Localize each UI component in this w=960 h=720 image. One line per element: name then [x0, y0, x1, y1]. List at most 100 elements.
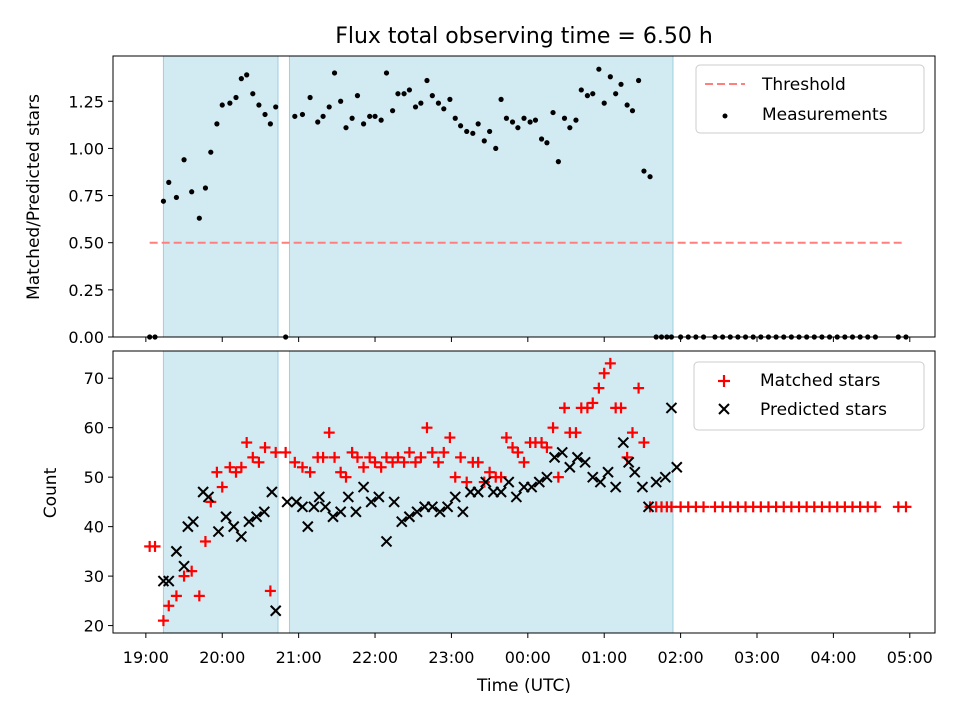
measurement-point	[256, 102, 262, 108]
chart-title: Flux total observing time = 6.50 h	[335, 24, 713, 49]
predicted-star-marker	[587, 471, 599, 483]
measurement-point	[292, 113, 298, 119]
matched-star-marker	[364, 451, 376, 463]
matched-star-marker	[455, 451, 467, 463]
predicted-star-marker	[250, 511, 263, 523]
legend-measurements-label: Measurements	[762, 105, 888, 125]
matched-star-marker	[317, 451, 329, 463]
predicted-star-marker	[671, 461, 683, 473]
predicted-star-marker	[411, 506, 423, 518]
predicted-star-marker	[388, 496, 400, 508]
measurement-points	[147, 66, 909, 340]
measurement-point	[367, 113, 373, 119]
measurement-point	[435, 100, 442, 106]
measurement-point	[267, 121, 273, 127]
predicted-star-marker	[202, 491, 215, 503]
predicted-star-marker	[243, 515, 255, 528]
x-tick-label: 01:00	[581, 648, 627, 667]
bottom-y-label: Count	[41, 467, 61, 518]
measurement-point	[208, 149, 214, 155]
matched-star-marker	[900, 501, 912, 513]
measurement-point	[160, 198, 167, 204]
predicted-star-marker	[609, 481, 622, 493]
measurement-point	[315, 119, 321, 125]
matched-star-marker	[280, 446, 292, 458]
matched-star-marker	[484, 466, 496, 478]
top-legend: Threshold Measurements	[695, 64, 925, 134]
x-tick-label: 05:00	[887, 648, 933, 667]
matched-star-marker	[633, 382, 645, 394]
matched-star-marker	[241, 437, 253, 449]
matched-star-marker	[615, 402, 627, 414]
matched-star-marker	[170, 590, 182, 602]
x-tick-label: 04:00	[810, 648, 856, 667]
predicted-star-marker	[342, 491, 355, 503]
predicted-star-marker	[426, 501, 439, 513]
measurement-point	[515, 125, 521, 131]
measurement-point	[487, 128, 493, 135]
top-legend-box	[695, 64, 925, 134]
measurement-point	[383, 70, 390, 76]
matched-star-marker	[547, 422, 559, 434]
matched-star-marker	[472, 456, 484, 468]
matched-star-marker	[626, 427, 638, 439]
predicted-star-marker	[525, 481, 538, 493]
measurement-point	[273, 104, 279, 110]
top-y-axis: 0.00 0.25 0.50 0.75 1.00 1.25	[68, 92, 113, 347]
measurement-point	[641, 168, 647, 174]
matched-star-marker	[375, 461, 387, 473]
predicted-star-marker	[564, 461, 576, 473]
measurement-point	[406, 87, 413, 93]
legend-predicted-swatch	[718, 403, 730, 415]
matched-star-marker	[426, 446, 438, 458]
x-tick-label: 00:00	[505, 648, 551, 667]
matched-star-marker	[403, 446, 415, 458]
predicted-star-marker	[350, 506, 362, 518]
measurement-point	[573, 117, 579, 123]
matched-star-marker	[270, 446, 282, 458]
legend-matched-swatch	[718, 375, 730, 387]
predicted-star-marker	[313, 491, 325, 503]
measurement-point	[635, 77, 642, 84]
measurement-point	[412, 104, 419, 110]
predicted-star-marker	[220, 511, 232, 523]
matched-star-marker	[346, 446, 358, 458]
bottom-y-tick-label: 30	[84, 567, 104, 586]
measurement-point	[521, 115, 527, 121]
bottom-y-tick-label: 40	[84, 518, 104, 537]
predicted-star-marker	[434, 506, 446, 518]
predicted-star-marker	[602, 466, 614, 478]
predicted-star-marker	[357, 481, 370, 493]
matched-star-marker	[410, 456, 422, 468]
measurement-point	[470, 130, 476, 136]
predicted-star-marker	[441, 501, 454, 513]
measurement-point	[395, 91, 401, 97]
predicted-star-marker	[308, 501, 320, 513]
predicted-star-marker	[548, 451, 561, 464]
top-y-tick-label: 0.75	[68, 187, 104, 206]
x-tick-label: 02:00	[658, 648, 704, 667]
measurement-point	[326, 104, 332, 110]
matched-star-marker	[432, 456, 444, 468]
measurement-point	[429, 93, 435, 99]
matched-star-marker	[178, 570, 190, 582]
x-tick-label: 20:00	[199, 648, 245, 667]
matched-star-marker	[461, 476, 473, 488]
measurement-point	[590, 91, 596, 97]
predicted-star-marker	[480, 476, 492, 488]
matched-star-marker	[500, 432, 512, 444]
measurement-point	[338, 98, 344, 104]
matched-star-marker	[235, 461, 247, 473]
predicted-star-marker	[170, 545, 183, 558]
measurement-point	[555, 159, 561, 165]
matched-star-marker	[351, 451, 363, 463]
matched-star-marker	[163, 600, 175, 612]
bottom-y-tick-label: 60	[84, 419, 104, 438]
predicted-star-marker	[533, 476, 545, 488]
predicted-star-marker	[571, 451, 584, 464]
predicted-star-marker	[163, 575, 175, 587]
x-axis-label: Time (UTC)	[476, 676, 571, 696]
bottom-shaded-band-1	[288, 350, 674, 634]
predicted-star-marker	[178, 560, 190, 572]
matched-star-marker	[387, 456, 399, 468]
